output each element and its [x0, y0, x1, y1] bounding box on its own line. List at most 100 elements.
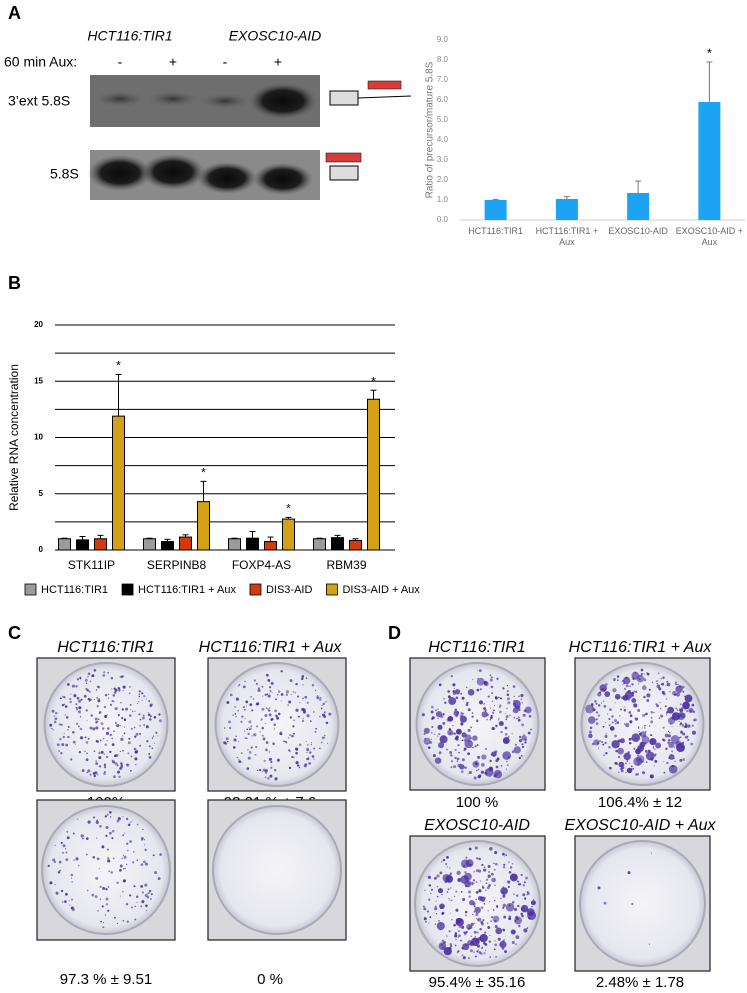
colony — [455, 735, 459, 739]
colony — [141, 836, 144, 840]
colony — [253, 679, 256, 682]
colony — [648, 725, 651, 727]
colony — [505, 715, 509, 719]
colony — [77, 864, 80, 867]
colony — [684, 724, 687, 726]
colony — [319, 716, 321, 718]
colony — [255, 682, 258, 685]
colony — [453, 895, 456, 897]
colony — [58, 750, 61, 752]
colony — [430, 892, 432, 894]
colony — [315, 727, 318, 730]
colony — [77, 710, 82, 714]
colony — [498, 721, 504, 727]
colony — [129, 840, 132, 843]
colony — [109, 750, 112, 754]
colony — [503, 894, 505, 897]
colony — [521, 745, 525, 749]
colony — [605, 722, 607, 724]
colony — [426, 910, 430, 913]
colony — [109, 811, 112, 814]
colony — [503, 915, 507, 919]
colony — [145, 725, 149, 729]
colony — [489, 901, 491, 903]
colony — [494, 919, 497, 923]
colony — [453, 765, 457, 769]
colony — [312, 711, 315, 713]
colony — [258, 687, 260, 690]
colony — [107, 859, 111, 863]
colony — [602, 743, 605, 746]
colony — [318, 747, 321, 750]
colony — [113, 691, 117, 694]
colony — [485, 882, 488, 885]
colony — [518, 735, 522, 739]
colony — [85, 837, 89, 840]
colony — [506, 693, 510, 697]
colony — [256, 725, 259, 728]
colony — [656, 684, 661, 689]
colony — [623, 709, 627, 712]
colony — [311, 684, 315, 687]
colony — [495, 765, 499, 769]
colony — [519, 919, 521, 921]
colony — [511, 863, 514, 865]
colony — [614, 734, 617, 738]
colony — [490, 767, 492, 769]
colony — [268, 709, 271, 712]
colony — [149, 703, 153, 707]
colony — [446, 891, 449, 893]
colony — [662, 676, 665, 679]
colony — [516, 922, 518, 924]
colony — [98, 698, 100, 700]
colony — [440, 861, 443, 863]
colony — [294, 692, 297, 694]
colony — [60, 889, 64, 893]
colony — [114, 707, 118, 711]
colony — [71, 881, 73, 883]
colony — [98, 868, 100, 870]
colony — [526, 894, 528, 896]
colony — [273, 728, 276, 730]
colony — [601, 688, 604, 691]
colony — [629, 762, 631, 764]
y-axis-label: Ratio of precursor/mature 5.8S — [425, 61, 436, 198]
colony — [109, 703, 113, 707]
colony — [148, 745, 151, 748]
colony — [450, 899, 453, 902]
colony — [669, 691, 671, 693]
colony — [435, 913, 438, 915]
colony — [447, 888, 450, 891]
colony — [671, 726, 673, 728]
colony — [59, 697, 62, 700]
dish — [43, 662, 169, 787]
gel-band — [249, 83, 317, 119]
y-tick-label: 20 — [34, 320, 43, 329]
colony — [453, 687, 455, 689]
colony — [681, 685, 685, 689]
colony — [450, 674, 454, 678]
colony — [289, 750, 291, 752]
colony — [477, 768, 480, 771]
colony — [86, 771, 88, 774]
colony — [119, 895, 121, 897]
colony — [483, 866, 486, 868]
colony — [624, 706, 626, 708]
colony — [496, 773, 498, 775]
colony — [261, 707, 265, 711]
colony — [492, 873, 494, 876]
colony — [79, 727, 83, 731]
colony — [242, 706, 245, 709]
colony — [646, 699, 650, 702]
colony — [484, 931, 487, 934]
colony — [447, 695, 451, 699]
colony — [456, 951, 459, 954]
colony — [431, 888, 433, 891]
colony — [524, 706, 532, 714]
colony — [592, 708, 596, 712]
colony — [587, 716, 596, 724]
colony — [603, 754, 605, 757]
colony — [284, 740, 287, 743]
colony — [667, 730, 670, 733]
colony — [677, 683, 679, 686]
